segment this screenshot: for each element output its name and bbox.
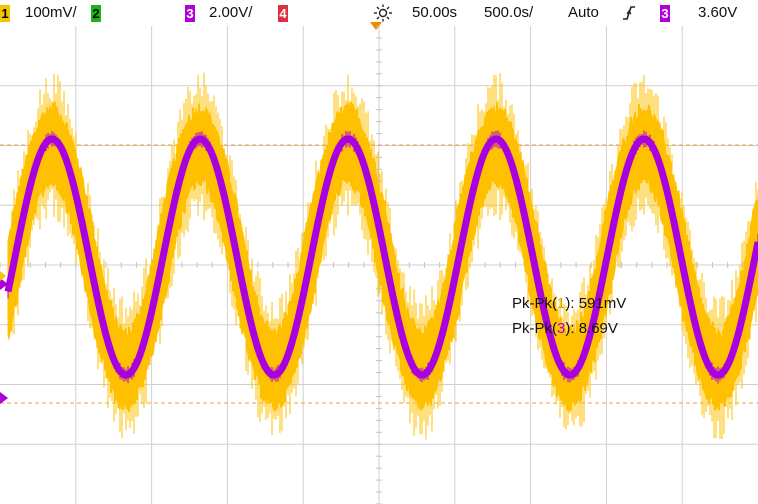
channel-1-scale[interactable]: 100mV/ [25,4,77,21]
measurement-3-value: 8.69V [578,320,618,337]
channel-3-offset-marker [0,392,8,404]
channel-2-badge[interactable]: 2 [91,5,101,22]
channel-1-badge[interactable]: 1 [0,5,10,22]
trigger-mode[interactable]: Auto [568,4,599,21]
measurement-pk-pk-1: Pk-Pk(1): 591mV [512,295,627,312]
measurement-pk-pk-3: Pk-Pk(3): 8.69V [512,320,618,337]
scope-graticule [0,26,758,504]
channel-3-scale[interactable]: 2.00V/ [209,4,253,21]
trigger-delay[interactable]: 50.00s [412,4,458,21]
channel-3-badge[interactable]: 3 [185,5,195,22]
trigger-level[interactable]: 3.60V [698,4,738,21]
channel-3-waveform [4,130,758,384]
measurement-3-channel: 3 [557,320,566,337]
channel-markers [0,271,8,404]
rising-edge-icon[interactable] [622,5,636,21]
sun-run-icon[interactable] [372,4,394,22]
channel-1-ground-marker [0,271,6,281]
measurement-1-value: 591mV [578,295,627,312]
channel-4-badge[interactable]: 4 [278,5,288,22]
timebase-scale[interactable]: 500.0s/ [484,4,534,21]
measurement-1-channel: 1 [557,295,566,312]
trigger-source-badge[interactable]: 3 [660,5,670,22]
status-bar: 1 100mV/ 2 3 2.00V/ 4 50.00s 500.0s/ Aut… [0,0,758,30]
waveform-display[interactable]: Pk-Pk(1): 591mV Pk-Pk(3): 8.69V [0,26,758,504]
channel-3-ground-marker [0,278,8,290]
channel-3-trace [4,135,758,379]
